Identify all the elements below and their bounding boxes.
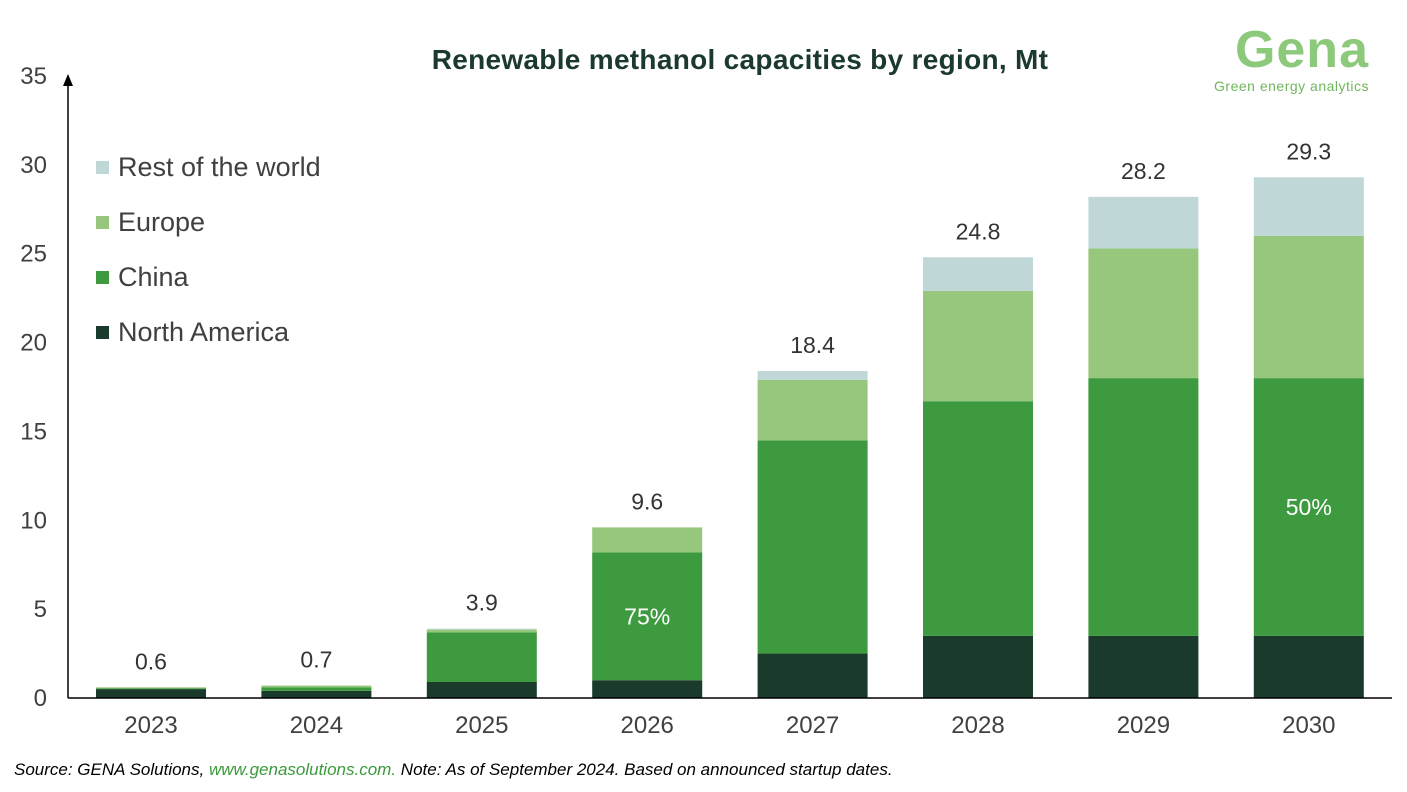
bar-segment-china-2028 [923,401,1033,636]
total-label-2027: 18.4 [790,332,835,358]
bar-segment-north-america-2023 [96,689,206,698]
bar-segment-europe-2023 [96,687,206,689]
legend-item-north-america: North America [96,305,321,360]
bar-segment-china-2030 [1253,378,1364,636]
legend-label: North America [118,317,290,347]
x-tick-label-2024: 2024 [290,712,343,739]
y-tick-label-5: 5 [34,596,47,623]
y-tick-label-10: 10 [20,507,47,534]
annotation-2030: 50% [1286,494,1332,520]
x-tick-label-2026: 2026 [621,712,674,739]
axes: 2023 2024 2025 2026 2027 2028 2029 203005101520… [20,63,1392,739]
legend-label: China [118,262,189,292]
legend-swatch-rest-of-world [96,161,109,174]
bar-segment-europe-2030 [1253,235,1364,379]
bar-segment-north-america-2027 [757,653,868,698]
x-tick-label-2023: 2023 [124,712,177,739]
bar-segment-north-america-2026 [592,680,703,698]
legend: Rest of the world Europe China North Ame… [96,140,321,360]
bar-segment-rest-of-the-world-2030 [1253,177,1364,236]
legend-label: Europe [118,207,206,237]
chart-title: Renewable methanol capacities by region,… [431,44,1049,75]
annotation-2026: 75% [624,603,670,629]
bar-segment-china-2027 [757,440,868,654]
legend-swatch-north-america [96,326,109,339]
total-label-2024: 0.7 [300,647,332,673]
y-tick-label-20: 20 [20,330,47,357]
bar-segment-china-2024 [261,687,372,691]
bars-layer: 0.6 0.7 3.9 9.6 18.4 24.8 28.2 29.3 75% 50% [96,138,1364,698]
bar-segment-china-2025 [426,632,537,683]
legend-item-rest-of-world: Rest of the world [96,140,321,195]
bar-segment-north-america-2028 [923,635,1033,698]
bar-segment-europe-2028 [923,291,1033,402]
y-tick-label-25: 25 [20,241,47,268]
bar-segment-rest-of-the-world-2029 [1088,196,1199,249]
bar-segment-europe-2025 [426,629,537,633]
total-label-2026: 9.6 [631,488,663,514]
x-tick-label-2028: 2028 [951,712,1004,739]
x-tick-label-2030: 2030 [1282,712,1335,739]
bar-segment-rest-of-the-world-2028 [923,257,1033,292]
bar-segment-north-america-2025 [426,682,537,698]
x-tick-label-2027: 2027 [786,712,839,739]
x-tick-label-2029: 2029 [1117,712,1170,739]
total-label-2025: 3.9 [466,590,498,616]
total-label-2028: 24.8 [956,218,1001,244]
legend-swatch-europe [96,216,109,229]
source-prefix: Source: GENA Solutions, [14,760,209,779]
logo-wordmark: Gena [1234,21,1369,79]
bar-segment-china-2023 [96,688,206,690]
y-tick-label-35: 35 [20,63,47,90]
y-axis-arrow [63,74,73,86]
y-tick-label-30: 30 [20,152,47,179]
gena-logo: Gena Green energy analytics [1214,24,1369,94]
legend-item-europe: Europe [96,195,321,250]
bar-segment-rest-of-the-world-2027 [757,371,868,380]
logo-tagline: Green energy analytics [1214,78,1369,94]
legend-swatch-china [96,271,109,284]
total-label-2029: 28.2 [1121,158,1166,184]
bar-segment-rest-of-the-world-2025 [426,628,537,630]
bar-segment-china-2026 [592,552,703,681]
bar-segment-europe-2029 [1088,248,1199,379]
source-link[interactable]: www.genasolutions.com. [208,760,397,779]
bar-segment-china-2029 [1088,378,1199,636]
bar-segment-north-america-2030 [1253,635,1364,698]
x-tick-label-2025: 2025 [455,712,508,739]
bar-segment-north-america-2029 [1088,635,1199,698]
y-tick-label-15: 15 [20,418,47,445]
source-note: Source: GENA Solutions, www.genasolution… [14,760,893,780]
legend-item-china: China [96,250,321,305]
bar-segment-europe-2026 [592,527,703,553]
bar-segment-europe-2027 [757,379,868,441]
source-note-text: Note: As of September 2024. Based on ann… [396,760,893,779]
y-tick-label-0: 0 [34,685,47,712]
legend-label: Rest of the world [118,152,321,182]
bar-segment-north-america-2024 [261,690,372,698]
total-label-2030: 29.3 [1286,138,1331,164]
total-label-2023: 0.6 [135,648,167,674]
bar-segment-europe-2024 [261,685,372,688]
